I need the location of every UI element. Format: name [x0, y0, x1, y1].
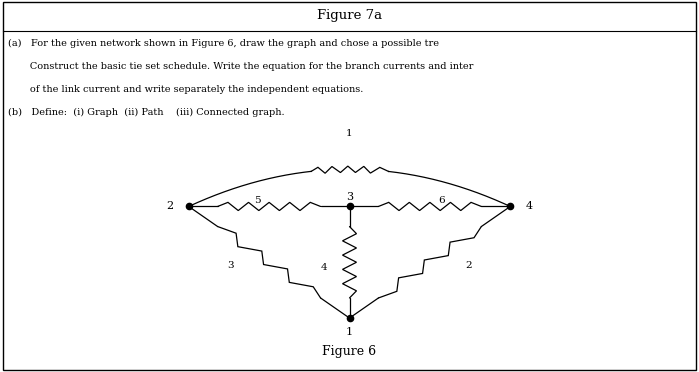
- Text: (b)   Define:  (i) Graph  (ii) Path    (iii) Connected graph.: (b) Define: (i) Graph (ii) Path (iii) Co…: [8, 108, 285, 118]
- Text: 5: 5: [254, 196, 261, 205]
- Text: 6: 6: [438, 196, 445, 205]
- Text: 4: 4: [320, 263, 327, 272]
- Text: Figure 6: Figure 6: [322, 345, 377, 358]
- Text: 3: 3: [227, 262, 234, 270]
- Text: 1: 1: [346, 327, 353, 337]
- Text: 2: 2: [465, 262, 472, 270]
- Text: Construct the basic tie set schedule. Write the equation for the branch currents: Construct the basic tie set schedule. Wr…: [8, 62, 474, 71]
- Text: of the link current and write separately the independent equations.: of the link current and write separately…: [8, 85, 363, 94]
- Text: Figure 7a: Figure 7a: [317, 10, 382, 22]
- Text: 3: 3: [346, 192, 353, 202]
- Text: (a)   For the given network shown in Figure 6, draw the graph and chose a possib: (a) For the given network shown in Figur…: [8, 39, 440, 48]
- Text: 1: 1: [346, 129, 353, 138]
- Text: 4: 4: [526, 202, 533, 211]
- Text: 2: 2: [166, 202, 173, 211]
